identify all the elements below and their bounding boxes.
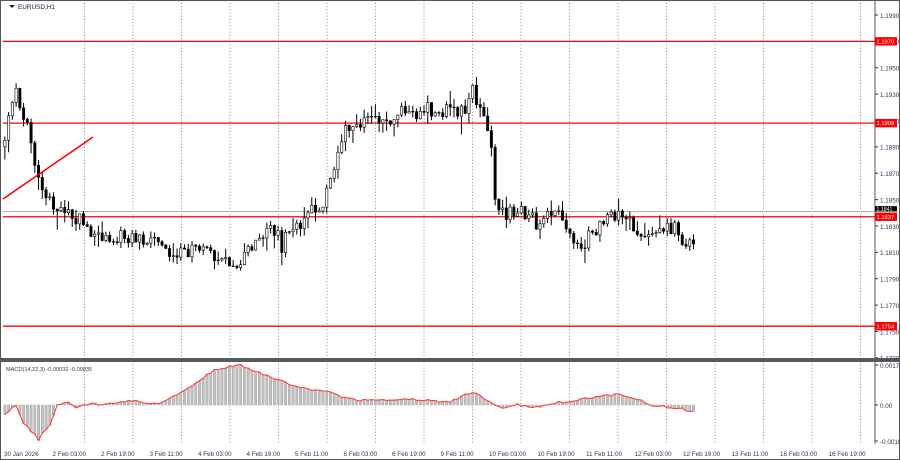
svg-text:1.1730: 1.1730 (880, 356, 900, 363)
svg-text:12 Feb 03:00: 12 Feb 03:00 (635, 451, 673, 458)
svg-text:6 Feb 03:00: 6 Feb 03:00 (344, 451, 378, 458)
svg-text:2 Feb 03:00: 2 Feb 03:00 (53, 451, 87, 458)
svg-text:10 Feb 03:00: 10 Feb 03:00 (489, 451, 527, 458)
svg-text:1.1930: 1.1930 (880, 92, 900, 99)
svg-text:0.00172: 0.00172 (880, 363, 900, 370)
svg-text:1.1990: 1.1990 (880, 13, 900, 20)
svg-text:10 Feb 19:00: 10 Feb 19:00 (538, 451, 576, 458)
svg-text:30 Jan 2026: 30 Jan 2026 (4, 451, 39, 458)
svg-text:4 Feb 03:00: 4 Feb 03:00 (198, 451, 232, 458)
svg-text:3 Feb 11:00: 3 Feb 11:00 (150, 451, 184, 458)
svg-text:1.1837: 1.1837 (877, 215, 895, 221)
svg-text:1.1790: 1.1790 (880, 277, 900, 284)
svg-text:13 Feb 11:00: 13 Feb 11:00 (732, 451, 769, 458)
svg-text:1.1770: 1.1770 (880, 303, 900, 310)
svg-text:1.1830: 1.1830 (880, 224, 900, 231)
svg-text:1.1908: 1.1908 (877, 121, 895, 127)
svg-text:1.1810: 1.1810 (880, 250, 900, 257)
svg-text:1.1890: 1.1890 (880, 145, 900, 152)
svg-text:16 Feb 19:00: 16 Feb 19:00 (829, 451, 867, 458)
svg-text:1.1970: 1.1970 (877, 39, 895, 45)
svg-text:1.1841: 1.1841 (877, 207, 893, 213)
svg-text:1.1950: 1.1950 (880, 66, 900, 73)
svg-text:5 Feb 11:00: 5 Feb 11:00 (295, 451, 329, 458)
svg-text:1.1754: 1.1754 (877, 324, 896, 330)
svg-text:1.1850: 1.1850 (880, 197, 900, 204)
svg-text:16 Feb 03:00: 16 Feb 03:00 (780, 451, 818, 458)
svg-text:1.1870: 1.1870 (880, 171, 900, 178)
svg-text:MACD(14,22,3) -0.00032 -0.0003: MACD(14,22,3) -0.00032 -0.00035 (6, 367, 92, 373)
svg-text:2 Feb 19:00: 2 Feb 19:00 (101, 451, 135, 458)
svg-text:12 Feb 19:00: 12 Feb 19:00 (683, 451, 721, 458)
svg-text:0.00: 0.00 (880, 403, 893, 410)
svg-text:11 Feb 11:00: 11 Feb 11:00 (586, 451, 623, 458)
svg-text:9 Feb 11:00: 9 Feb 11:00 (441, 451, 475, 458)
svg-text:6 Feb 19:00: 6 Feb 19:00 (392, 451, 426, 458)
svg-text:-0.00167: -0.00167 (880, 439, 900, 446)
svg-text:4 Feb 19:00: 4 Feb 19:00 (247, 451, 281, 458)
